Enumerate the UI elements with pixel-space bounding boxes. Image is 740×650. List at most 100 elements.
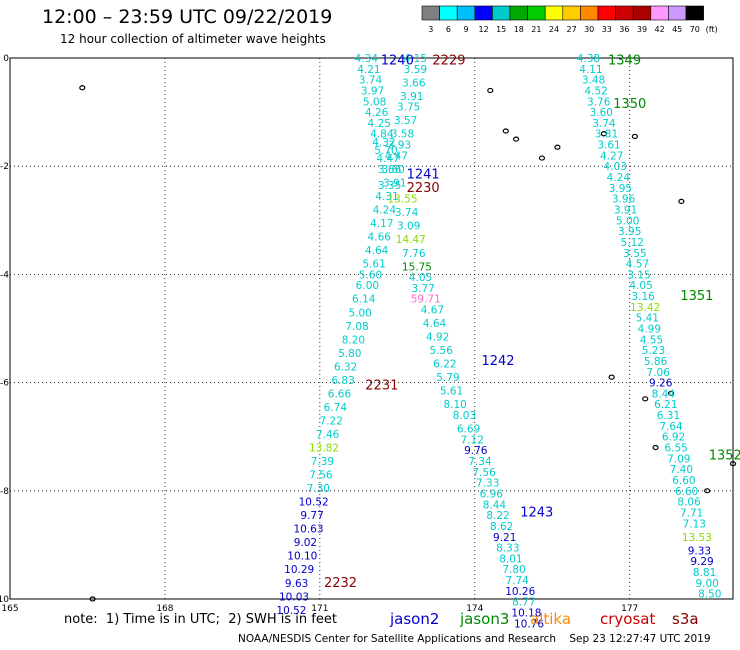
satellite-legend-cryosat: cryosat (600, 610, 656, 628)
island-outline (642, 396, 649, 402)
wave-height-value: 10.10 (287, 551, 317, 563)
color-threshold-label: 9 (463, 25, 468, 34)
wave-height-value: 7.34 (468, 456, 492, 468)
color-threshold-label: 18 (514, 25, 524, 34)
wave-height-value: 8.44 (652, 388, 676, 400)
island-outline (538, 155, 546, 161)
wave-height-value: 10.29 (284, 564, 314, 576)
wave-height-value: 7.13 (683, 518, 706, 530)
longitude-tick-label: 177 (621, 604, 638, 614)
pass-number-label: 2230 (407, 181, 440, 196)
wave-height-value: 9.63 (285, 578, 308, 590)
color-threshold-label: 21 (531, 25, 541, 34)
wave-height-value: 3.61 (597, 140, 620, 152)
latitude-tick-label: -4 (0, 270, 9, 280)
wave-height-value: 9.29 (690, 556, 713, 568)
wave-height-value: 4.03 (604, 161, 627, 173)
wave-height-value: 6.92 (662, 432, 685, 444)
island-outline (89, 596, 96, 602)
page-subtitle: 12 hour collection of altimeter wave hei… (60, 32, 326, 46)
wave-height-value: 10.18 (511, 608, 541, 620)
wave-height-value: 8.01 (499, 553, 522, 565)
wave-height-value: 10.03 (279, 591, 309, 603)
wave-height-value: 4.55 (640, 334, 663, 346)
wave-height-value: 13.55 (387, 194, 417, 206)
wave-height-value: 4.11 (579, 64, 602, 76)
island-outline (512, 136, 520, 142)
wave-height-value: 8.06 (677, 497, 701, 509)
color-threshold-label: 15 (496, 25, 506, 34)
wave-height-value: 8.50 (698, 589, 721, 601)
wave-height-value: 6.60 (675, 486, 698, 498)
wave-height-value: 4.21 (357, 64, 380, 76)
island-outline (554, 144, 561, 150)
wave-height-value: 4.64 (365, 245, 389, 257)
wave-height-value: 4.52 (584, 85, 607, 97)
wave-height-value: 6.21 (654, 399, 677, 411)
wave-height-value: 59.71 (411, 294, 441, 306)
island-outline (667, 390, 675, 397)
wave-height-value: 8.81 (693, 567, 716, 579)
wave-height-value: 6.96 (480, 489, 504, 501)
wave-height-value: 3.74 (592, 118, 616, 130)
wave-height-value: 3.96 (612, 194, 636, 206)
color-threshold-label: 39 (637, 25, 647, 34)
wave-height-value: 5.12 (621, 237, 644, 249)
wave-height-value: 3.16 (631, 291, 655, 303)
wave-height-value: 3.55 (623, 248, 646, 260)
wave-height-value: 6.55 (664, 443, 687, 455)
wave-height-value: 7.46 (316, 429, 340, 441)
color-threshold-label: 45 (672, 25, 682, 34)
latitude-tick-label: -10 (0, 595, 9, 605)
wave-height-value: 7.22 (320, 415, 343, 427)
island-outline (487, 87, 494, 94)
color-scale-legend: 3 6 9 12 15 18 21 24 27 30 33 36 39 42 45 70 (ft) (421, 5, 718, 34)
wave-height-value: 4.99 (638, 324, 661, 336)
wave-height-value: 7.56 (472, 467, 496, 479)
wave-height-value: 4.47 (385, 150, 408, 162)
wave-height-value: 3.97 (361, 85, 384, 97)
island-outline (608, 374, 615, 380)
island-outline (729, 461, 737, 467)
wave-height-value: 14.47 (396, 234, 426, 246)
wave-height-value: 4.64 (423, 318, 447, 330)
color-threshold-label: 6 (446, 25, 451, 34)
wave-height-value: 13.42 (630, 302, 660, 314)
satellite-legend-jason3: jason3 (460, 610, 510, 628)
wave-height-value: 4.34 (355, 53, 379, 65)
wave-height-value: 3.35 (378, 180, 401, 192)
wave-height-value: 6.60 (672, 475, 695, 487)
wave-height-value: 6.00 (356, 280, 379, 292)
wave-height-value: 4.24 (607, 172, 631, 184)
wave-height-value: 7.08 (345, 321, 368, 333)
island-outline (678, 198, 685, 204)
wave-height-value: 8.20 (342, 334, 365, 346)
wave-height-value: 5.08 (363, 96, 386, 108)
wave-height-value: 6.22 (433, 359, 456, 371)
wave-height-value: 3.81 (595, 129, 618, 141)
wave-height-value: 9.33 (688, 545, 711, 557)
wave-height-value: 5.80 (338, 348, 361, 360)
color-threshold-label: 42 (655, 25, 665, 34)
latitude-tick-label: -2 (0, 162, 9, 172)
color-threshold-label: 12 (479, 25, 489, 34)
island-outline (79, 85, 86, 91)
wave-height-value: 13.82 (309, 443, 339, 455)
wave-height-value: 5.61 (362, 259, 385, 271)
wave-height-value: 4.92 (426, 332, 449, 344)
color-threshold-label: 3 (428, 25, 433, 34)
longitude-tick-label: 165 (1, 604, 18, 614)
wave-height-value: 5.61 (440, 386, 463, 398)
color-threshold-label: 70 (690, 25, 700, 34)
wave-height-value: 10.76 (514, 618, 544, 630)
wave-height-value: 5.60 (359, 269, 382, 281)
wave-height-value: 7.39 (311, 456, 334, 468)
wave-height-value: 7.12 (461, 434, 484, 446)
wave-height-value: 3.66 (402, 77, 426, 89)
wave-height-value: 5.23 (642, 345, 665, 357)
wave-height-value: 3.60 (590, 107, 613, 119)
wave-height-value: 6.31 (657, 410, 680, 422)
color-unit-label: (ft) (706, 25, 718, 34)
wave-height-value: 7.76 (402, 248, 426, 260)
wave-height-value: 5.56 (430, 345, 454, 357)
